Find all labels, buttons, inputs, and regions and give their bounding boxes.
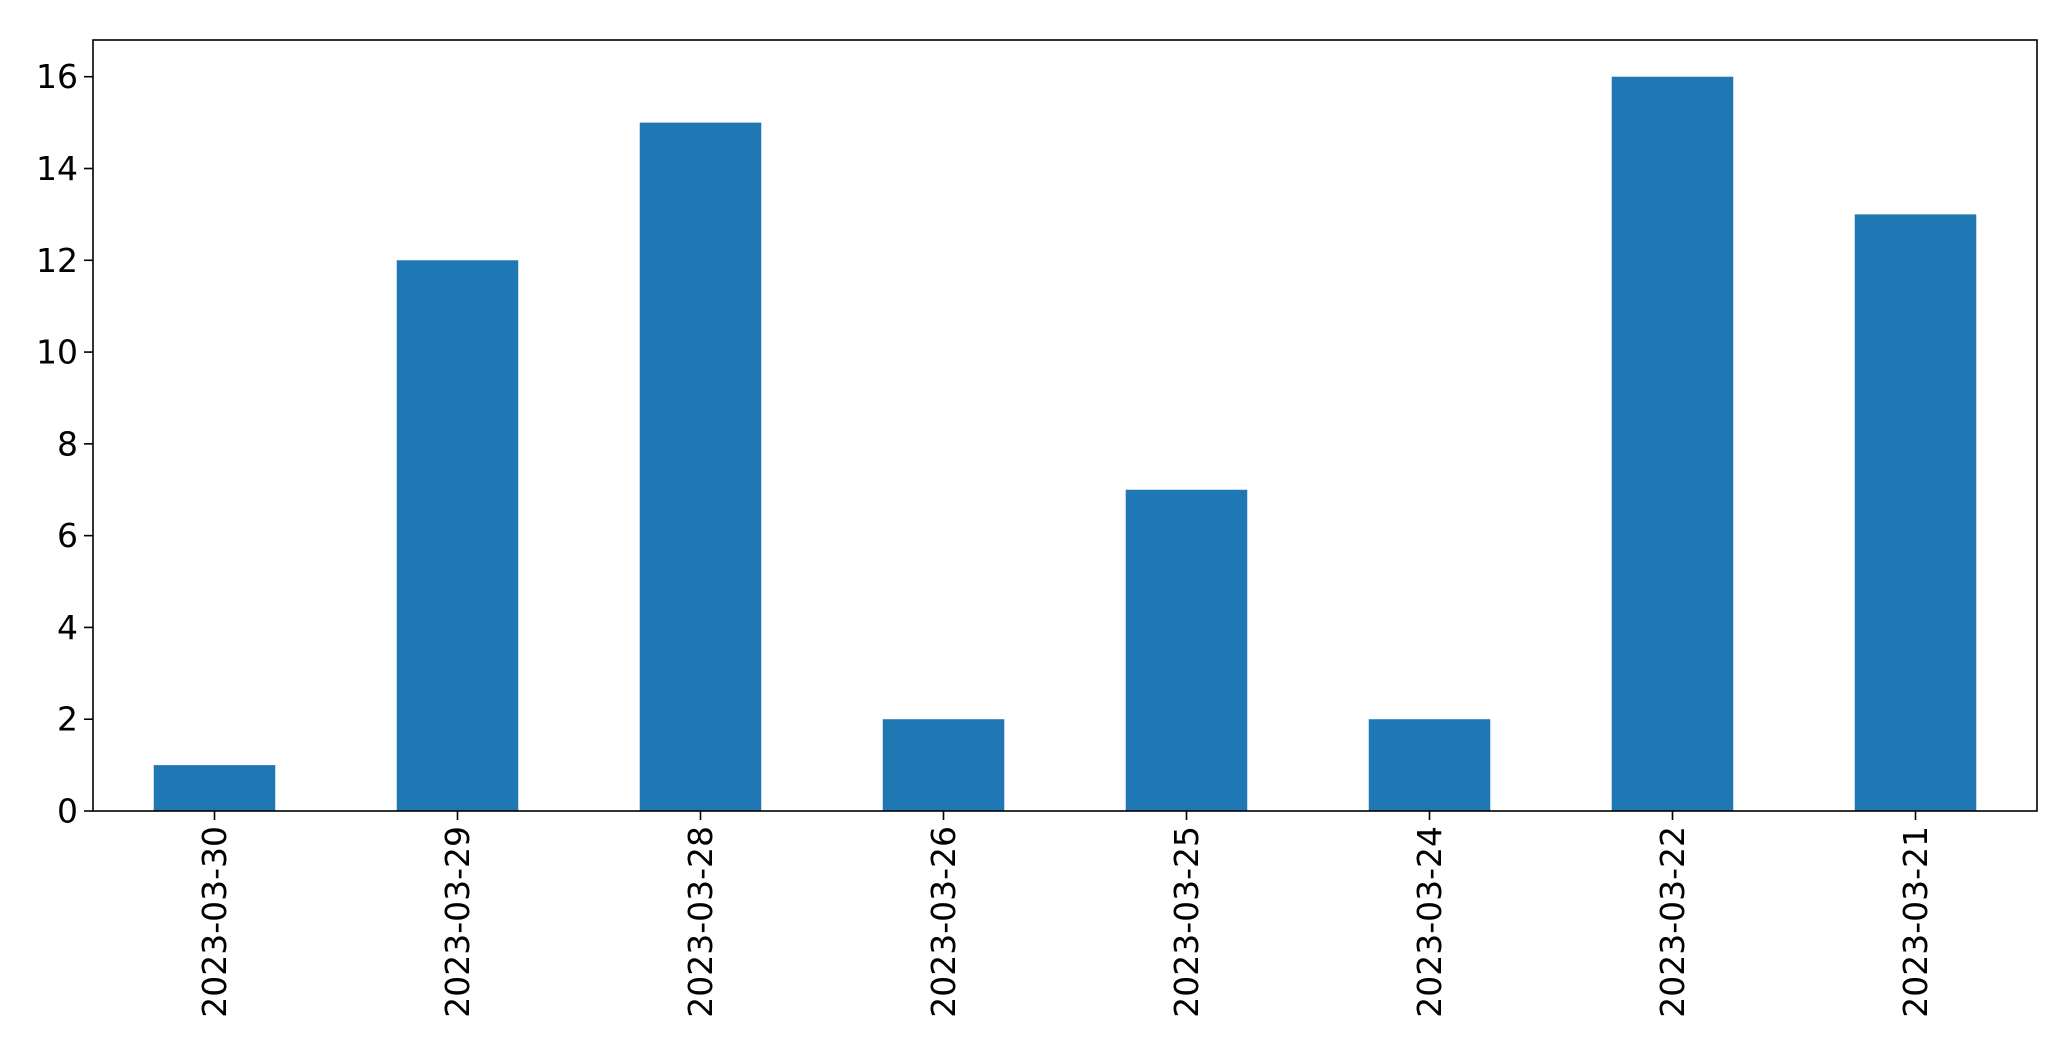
- x-tick-label: 2023-03-22: [1653, 826, 1692, 1018]
- x-axis: 2023-03-30 2023-03-29 2023-03-28 2023-03-26…: [195, 811, 1935, 1018]
- y-tick-label: 2: [57, 700, 78, 739]
- bars-layer: [153, 76, 1977, 812]
- y-tick-label: 6: [57, 516, 78, 555]
- bar-2023-03-28: [639, 122, 762, 812]
- y-tick-label: 16: [36, 57, 78, 96]
- x-tick-label: 2023-03-24: [1410, 826, 1449, 1018]
- bar-2023-03-22: [1611, 76, 1734, 811]
- x-tick-label: 2023-03-21: [1896, 826, 1935, 1018]
- bar-2023-03-29: [396, 260, 519, 811]
- y-tick-label: 12: [36, 241, 78, 280]
- x-tick-label: 2023-03-25: [1167, 826, 1206, 1018]
- y-tick-label: 10: [36, 333, 78, 372]
- bar-2023-03-21: [1854, 214, 1977, 811]
- y-axis: 0 2 4 6 8 10 12 14 16: [36, 57, 93, 831]
- bar-2023-03-26: [882, 719, 1005, 811]
- plot-frame: [92, 39, 2038, 812]
- x-tick-label: 2023-03-30: [195, 826, 234, 1018]
- bar-2023-03-24: [1368, 719, 1491, 811]
- bar-2023-03-25: [1125, 489, 1248, 811]
- x-tick-label: 2023-03-29: [438, 826, 477, 1018]
- bar-2023-03-30: [153, 765, 276, 811]
- y-tick-label: 0: [57, 792, 78, 831]
- y-tick-label: 8: [57, 424, 78, 463]
- x-tick-label: 2023-03-26: [924, 826, 963, 1018]
- x-tick-label: 2023-03-28: [681, 826, 720, 1018]
- y-tick-label: 14: [36, 149, 78, 188]
- y-tick-label: 4: [57, 608, 78, 647]
